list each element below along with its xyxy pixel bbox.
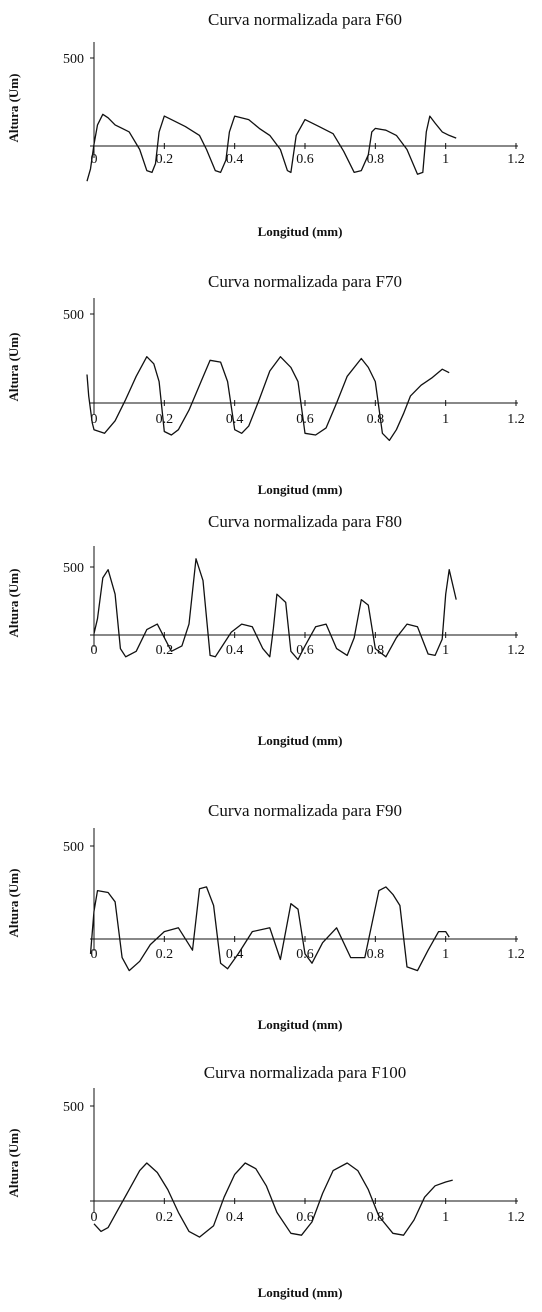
y-axis-label: Altura (Um) xyxy=(6,74,21,143)
x-tick-label: 1 xyxy=(442,152,449,167)
x-tick-label: 1 xyxy=(442,947,449,962)
x-tick-label: 0.6 xyxy=(296,1210,314,1225)
y-axis-label: Altura (Um) xyxy=(6,869,21,938)
x-tick-label: 0.6 xyxy=(296,412,314,427)
y-axis-label: Altura (Um) xyxy=(6,333,21,402)
series-line xyxy=(93,1162,453,1238)
x-axis-label: Longitud (mm) xyxy=(257,482,343,497)
chart-title: Curva normalizada para F60 xyxy=(207,10,402,29)
chart-panel-f90: Curva normalizada para F90 0 0.2 0.4 0.6 0.8… xyxy=(0,793,542,1055)
x-tick-label: 0.6 xyxy=(296,152,314,167)
x-axis-label: Longitud (mm) xyxy=(257,1285,343,1300)
chart-panel-f80: Curva normalizada para F80 0 0.2 0.4 0.6 0.8… xyxy=(0,508,542,780)
x-tick-label: 0.4 xyxy=(226,412,244,427)
x-tick-label: 1.2 xyxy=(507,947,525,962)
chart-title: Curva normalizada para F70 xyxy=(207,272,402,291)
x-tick-label: 0.4 xyxy=(226,152,244,167)
x-tick-label: 0.4 xyxy=(226,643,244,658)
plot-area: 0 0.2 0.4 0.6 0.8 1 1.2 500 Altura (Um) xyxy=(6,42,525,182)
chart-panel-f70: Curva normalizada para F70 0 0.2 0.4 0.6 0.8… xyxy=(0,262,542,502)
series-line xyxy=(86,356,450,442)
x-tick-label: 1 xyxy=(442,412,449,427)
x-tick-label: 0.4 xyxy=(226,1210,244,1225)
x-tick-label: 1 xyxy=(442,1210,449,1225)
plot-area: 0 0.2 0.4 0.6 0.8 1 1.2 500 Altura (Um) xyxy=(6,1088,525,1238)
x-tick-label: 0.8 xyxy=(367,643,385,658)
y-axis-label: Altura (Um) xyxy=(6,1129,21,1198)
x-axis-label: Longitud (mm) xyxy=(257,224,343,239)
x-axis-label: Longitud (mm) xyxy=(257,1017,343,1032)
chart-panel-f100: Curva normalizada para F100 0 0.2 0.4 0.6 0.… xyxy=(0,1055,542,1312)
x-tick-label: 0.8 xyxy=(367,1210,385,1225)
x-tick-label: 0 xyxy=(91,412,98,427)
x-tick-label: 1.2 xyxy=(507,1210,525,1225)
x-tick-label: 0 xyxy=(91,643,98,658)
y-axis-label: Altura (Um) xyxy=(6,569,21,638)
x-tick-label: 0 xyxy=(91,152,98,167)
series-line xyxy=(93,558,457,661)
x-tick-label: 0.2 xyxy=(156,947,174,962)
x-tick-label: 0.8 xyxy=(367,152,385,167)
x-tick-label: 0.2 xyxy=(156,412,174,427)
x-tick-label: 1.2 xyxy=(507,412,525,427)
x-axis-label: Longitud (mm) xyxy=(257,733,343,748)
chart-title: Curva normalizada para F100 xyxy=(203,1063,407,1082)
series-line xyxy=(89,886,450,972)
series-line xyxy=(86,113,457,182)
y-tick-label: 500 xyxy=(63,1100,84,1115)
y-tick-label: 500 xyxy=(63,561,84,576)
y-tick-label: 500 xyxy=(63,52,84,67)
y-tick-label: 500 xyxy=(63,840,84,855)
x-tick-label: 0 xyxy=(91,947,98,962)
x-tick-label: 0.2 xyxy=(156,152,174,167)
x-tick-label: 0 xyxy=(91,1210,98,1225)
chart-title: Curva normalizada para F90 xyxy=(207,801,402,820)
y-tick-label: 500 xyxy=(63,308,84,323)
x-tick-label: 0.4 xyxy=(226,947,244,962)
x-tick-label: 0.2 xyxy=(156,1210,174,1225)
x-tick-label: 1.2 xyxy=(507,152,525,167)
x-tick-label: 0.8 xyxy=(367,947,385,962)
chart-panel-f60: Curva normalizada para F60 0 0.2 0.4 0.6 0.8… xyxy=(0,0,542,245)
x-tick-label: 1 xyxy=(442,643,449,658)
x-tick-label: 1.2 xyxy=(507,643,525,658)
chart-title: Curva normalizada para F80 xyxy=(207,512,402,531)
